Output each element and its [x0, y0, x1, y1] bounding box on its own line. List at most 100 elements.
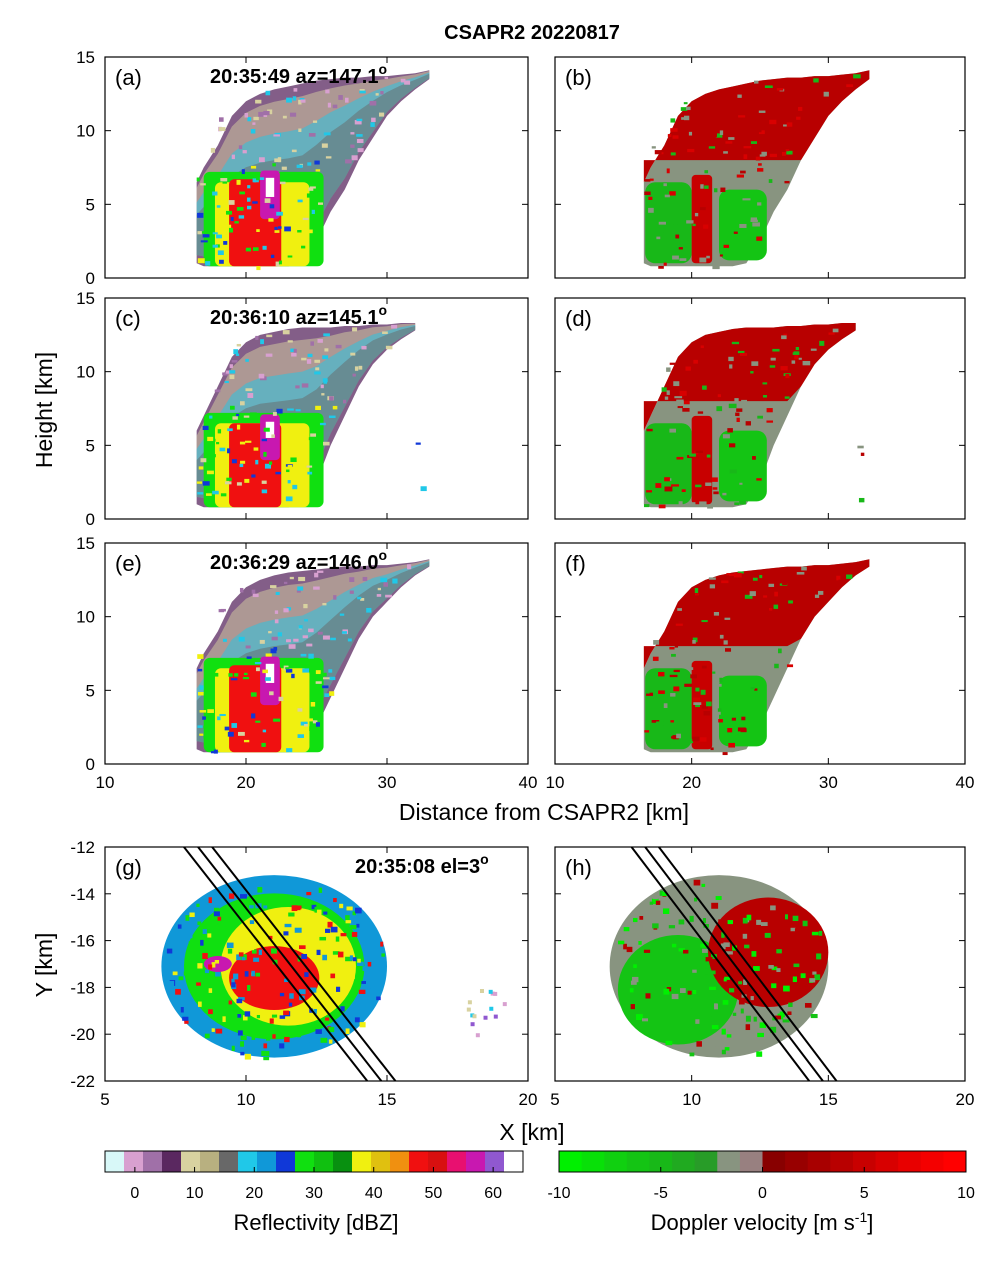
echo-pixel	[770, 905, 776, 911]
echo-pixel	[656, 721, 664, 726]
echo-pixel	[279, 1015, 286, 1019]
echo-pixel	[712, 487, 718, 490]
echo-pixel	[228, 370, 236, 374]
echo-pixel	[766, 420, 774, 423]
echo-pixel	[249, 920, 255, 925]
echo-pixel	[175, 988, 181, 995]
echo-pixel	[689, 915, 694, 922]
echo-pixel	[812, 971, 817, 975]
echo-pixel	[344, 961, 351, 967]
echo-pixel	[241, 169, 245, 175]
echo-pixel	[340, 1006, 345, 1012]
echo-pixel	[725, 951, 733, 955]
echo-pixel	[683, 949, 689, 954]
echo-pixel	[252, 122, 256, 125]
echo-pixel	[329, 676, 336, 681]
echo-pixel	[269, 691, 274, 696]
echo-pixel	[271, 948, 277, 954]
echo-pixel	[819, 340, 825, 346]
echo-pixel	[652, 923, 659, 929]
echo-pixel	[858, 497, 865, 503]
echo-pixel	[202, 952, 208, 959]
ppi-y-axis-title: Y [km]	[31, 933, 57, 998]
colorbar-swatch	[485, 1151, 505, 1172]
echo-pixel	[236, 343, 242, 347]
echo-pixel	[309, 726, 316, 731]
echo-pixel	[493, 991, 498, 996]
echo-pixel	[200, 458, 207, 463]
echo-pixel	[188, 932, 193, 939]
echo-pixel	[692, 637, 698, 643]
echo-pixel	[690, 674, 697, 679]
echo-pixel	[673, 224, 678, 230]
echo-pixel	[284, 226, 291, 232]
echo-pixel	[479, 989, 484, 994]
panel-label: (f)	[565, 551, 586, 576]
echo-pixel	[701, 883, 706, 887]
echo-pixel	[770, 357, 776, 361]
echo-pixel	[303, 603, 308, 609]
echo-pixel	[219, 714, 226, 717]
echo-pixel	[182, 1016, 189, 1021]
echo-pixel	[660, 920, 668, 926]
echo-pixel	[291, 905, 298, 912]
echo-pixel	[229, 405, 235, 410]
echo-pixel	[729, 443, 736, 448]
echo-pixel	[203, 735, 210, 739]
echo-pixel	[297, 1033, 302, 1038]
echo-pixel	[356, 118, 363, 122]
echo-pixel	[206, 470, 214, 475]
x-tick-label: 10	[682, 1090, 701, 1109]
panel-label: (a)	[115, 65, 142, 90]
echo-pixel	[216, 493, 221, 496]
echo-pixel	[172, 971, 178, 976]
echo-pixel	[664, 194, 670, 198]
echo-pixel	[322, 355, 329, 360]
echo-pixel	[362, 966, 368, 971]
echo-pixel	[210, 147, 216, 153]
echo-pixel	[284, 1036, 290, 1043]
echo-pixel	[222, 638, 227, 642]
echo-pixel	[629, 988, 634, 993]
colorbar-swatch	[276, 1151, 296, 1172]
echo-pixel	[276, 211, 283, 216]
x-tick-label: 40	[956, 773, 975, 792]
echo-pixel	[733, 1027, 740, 1033]
echo-pixel	[380, 941, 384, 947]
echo-pixel	[255, 720, 261, 723]
echo-pixel	[470, 1013, 475, 1018]
echo-pixel	[250, 128, 256, 134]
echo-pixel	[308, 628, 314, 633]
echo-pixel	[721, 1049, 726, 1055]
echo-pixel	[711, 902, 719, 909]
echo-pixel	[228, 893, 235, 899]
echo-pixel	[734, 502, 740, 505]
echo-pixel	[779, 994, 785, 1001]
echo-pixel	[289, 219, 295, 222]
echo-pixel	[253, 447, 259, 451]
echo-pixel	[391, 324, 398, 329]
echo-pixel	[675, 623, 683, 626]
echo-pixel	[288, 1002, 293, 1007]
echo-pixel	[705, 957, 713, 962]
echo-pixel	[215, 971, 221, 977]
echo-pixel	[252, 593, 259, 598]
echo-pixel	[836, 575, 841, 581]
echo-pixel	[662, 908, 670, 914]
echo-pixel	[332, 104, 338, 109]
echo-pixel	[771, 966, 778, 971]
echo-pixel	[738, 981, 743, 985]
x-tick-label: 30	[378, 773, 397, 792]
echo-pixel	[255, 896, 261, 902]
echo-pixel	[328, 1026, 335, 1033]
echo-pixel	[663, 262, 667, 266]
echo-pixel	[756, 478, 762, 481]
echo-pixel	[642, 946, 649, 952]
echo-pixel	[793, 963, 800, 968]
echo-pixel	[238, 997, 245, 1001]
echo-pixel	[300, 653, 307, 657]
echo-pixel	[197, 963, 203, 969]
echo-pixel	[345, 915, 350, 921]
x-tick-label: 5	[100, 1090, 109, 1109]
echo-pixel	[309, 987, 317, 993]
